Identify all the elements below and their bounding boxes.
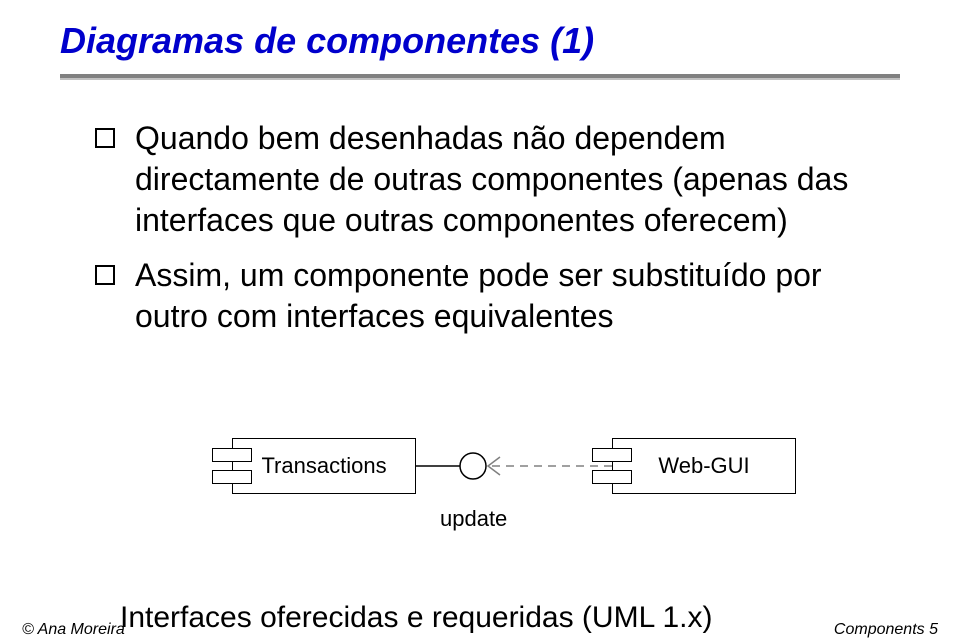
title-underline [60, 74, 900, 80]
bullet-list: Quando bem desenhadas não dependem direc… [95, 118, 895, 351]
bullet-square-icon [95, 128, 115, 148]
dependency-arrowhead-icon [488, 457, 500, 475]
list-item: Quando bem desenhadas não dependem direc… [95, 118, 895, 241]
component-tab-icon [212, 448, 252, 462]
page-title: Diagramas de componentes (1) [60, 20, 594, 62]
component-tab-icon [592, 448, 632, 462]
footer-page-number: 5 [929, 621, 938, 638]
bullet-text: Assim, um componente pode ser substituíd… [135, 255, 895, 337]
footer-caption: Interfaces oferecidas e requeridas (UML … [120, 601, 713, 635]
footer-copyright: © Ana Moreira [22, 621, 125, 639]
footer-page-prefix: Components [834, 621, 929, 638]
component-body: Transactions [232, 438, 416, 494]
component-label: Transactions [261, 453, 386, 479]
interface-label: update [440, 506, 507, 532]
bullet-text: Quando bem desenhadas não dependem direc… [135, 118, 895, 241]
component-tab-icon [212, 470, 252, 484]
component-label: Web-GUI [658, 453, 749, 479]
list-item: Assim, um componente pode ser substituíd… [95, 255, 895, 337]
component-body: Web-GUI [612, 438, 796, 494]
footer-page: Components 5 [834, 621, 938, 639]
component-tab-icon [592, 470, 632, 484]
interface-lollipop-icon [460, 453, 486, 479]
bullet-square-icon [95, 265, 115, 285]
